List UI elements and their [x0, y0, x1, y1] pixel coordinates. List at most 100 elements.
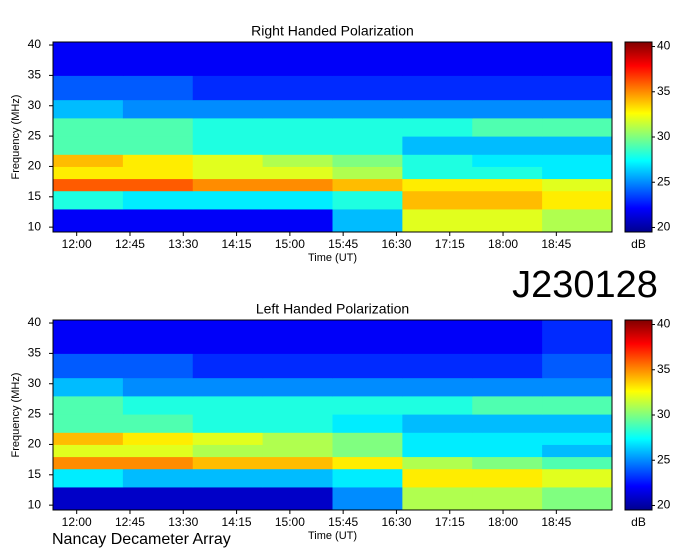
- heatmap-cell: [192, 377, 264, 397]
- heatmap-cell: [192, 75, 264, 101]
- x-axis-label: Time (UT): [308, 530, 357, 542]
- x-tick-label: 13:30: [168, 515, 198, 529]
- heatmap-cell: [402, 395, 473, 415]
- heatmap-cell: [262, 486, 333, 511]
- heatmap-cell: [472, 117, 543, 137]
- heatmap-cell: [402, 444, 473, 458]
- heatmap-cell: [192, 42, 264, 76]
- heatmap-cell: [192, 395, 264, 415]
- heatmap-cell: [542, 377, 613, 397]
- heatmap-cell: [262, 320, 333, 354]
- heatmap-cell: [332, 117, 403, 137]
- heatmap-cell: [542, 432, 613, 445]
- heatmap-cell: [122, 99, 194, 119]
- heatmap-cell: [262, 468, 333, 488]
- y-tick-label: 40: [28, 37, 42, 51]
- heatmap-cell: [122, 353, 194, 379]
- heatmap-cell: [262, 178, 333, 192]
- y-tick-label: 20: [28, 159, 42, 173]
- heatmap-cell: [53, 486, 124, 511]
- heatmap-cell: [262, 414, 333, 433]
- heatmap-cell: [402, 136, 473, 155]
- heatmap-cell: [122, 456, 194, 470]
- heatmap-cell: [122, 136, 194, 155]
- heatmap-cell: [262, 136, 333, 155]
- heatmap-cell: [192, 432, 264, 445]
- heatmap-cell: [53, 456, 124, 470]
- heatmap-cell: [542, 468, 613, 488]
- x-tick-label: 17:15: [435, 515, 465, 529]
- heatmap-cell: [402, 377, 473, 397]
- heatmap-cell: [542, 42, 613, 76]
- y-tick-label: 10: [28, 497, 42, 511]
- heatmap-cell: [122, 395, 194, 415]
- heatmap-cell: [192, 414, 264, 433]
- x-tick-label: 16:30: [381, 237, 411, 251]
- x-tick-label: 12:00: [62, 515, 92, 529]
- heatmap-cell: [192, 456, 264, 470]
- heatmap-cell: [262, 117, 333, 137]
- heatmap-cell: [542, 444, 613, 458]
- heatmap-cell: [472, 190, 543, 210]
- heatmap-cell: [122, 154, 194, 167]
- heatmap-cell: [402, 178, 473, 192]
- heatmap-cell: [122, 377, 194, 397]
- heatmap-cell: [192, 166, 264, 180]
- heatmap-cell: [332, 353, 403, 379]
- heatmap-cell: [53, 468, 124, 488]
- heatmap-cell: [472, 456, 543, 470]
- y-tick-label: 30: [28, 98, 42, 112]
- heatmap-cell: [542, 190, 613, 210]
- heatmap-cell: [332, 320, 403, 354]
- heatmap-cell: [53, 75, 124, 101]
- x-tick-label: 16:30: [381, 515, 411, 529]
- x-tick-label: 13:30: [168, 237, 198, 251]
- heatmap-cell: [262, 154, 333, 167]
- x-tick-label: 12:00: [62, 237, 92, 251]
- heatmap-cell: [402, 486, 473, 511]
- heatmap-cell: [53, 432, 124, 445]
- heatmap-cell: [402, 154, 473, 167]
- heatmap-cell: [402, 468, 473, 488]
- x-tick-label: 15:00: [275, 237, 305, 251]
- heatmap-cell: [262, 444, 333, 458]
- panel-title: Right Handed Polarization: [251, 23, 414, 39]
- heatmap-cell: [472, 136, 543, 155]
- heatmap-cell: [262, 42, 333, 76]
- y-tick-label: 25: [28, 128, 42, 142]
- heatmap-cell: [542, 117, 613, 137]
- heatmap-cell: [332, 456, 403, 470]
- x-tick-label: 14:15: [222, 237, 252, 251]
- heatmap-cell: [472, 353, 543, 379]
- heatmap-cell: [332, 166, 403, 180]
- heatmap-cell: [192, 486, 264, 511]
- colorbar-tick-label: 30: [657, 129, 671, 143]
- heatmap-cell: [122, 42, 194, 76]
- y-tick-label: 10: [28, 219, 42, 233]
- heatmap-cell: [262, 395, 333, 415]
- heatmap-cell: [262, 432, 333, 445]
- x-tick-label: 14:15: [222, 515, 252, 529]
- colorbar-tick-label: 25: [657, 452, 671, 466]
- heatmap-cell: [332, 208, 403, 233]
- colorbar-label: dB: [631, 515, 646, 529]
- heatmap-cell: [402, 99, 473, 119]
- heatmap-cell: [402, 190, 473, 210]
- heatmap-cell: [53, 353, 124, 379]
- y-tick-label: 25: [28, 406, 42, 420]
- heatmap-cell: [402, 117, 473, 137]
- heatmap-cell: [122, 117, 194, 137]
- heatmap-cell: [402, 456, 473, 470]
- heatmap-cell: [122, 432, 194, 445]
- x-tick-label: 17:15: [435, 237, 465, 251]
- y-tick-label: 35: [28, 346, 42, 360]
- heatmap-cell: [332, 190, 403, 210]
- heatmap-cell: [402, 75, 473, 101]
- heatmap-cell: [192, 468, 264, 488]
- heatmap-cell: [53, 190, 124, 210]
- heatmap-cell: [122, 320, 194, 354]
- y-tick-label: 20: [28, 437, 42, 451]
- heatmap-cell: [332, 414, 403, 433]
- heatmap-cell: [122, 75, 194, 101]
